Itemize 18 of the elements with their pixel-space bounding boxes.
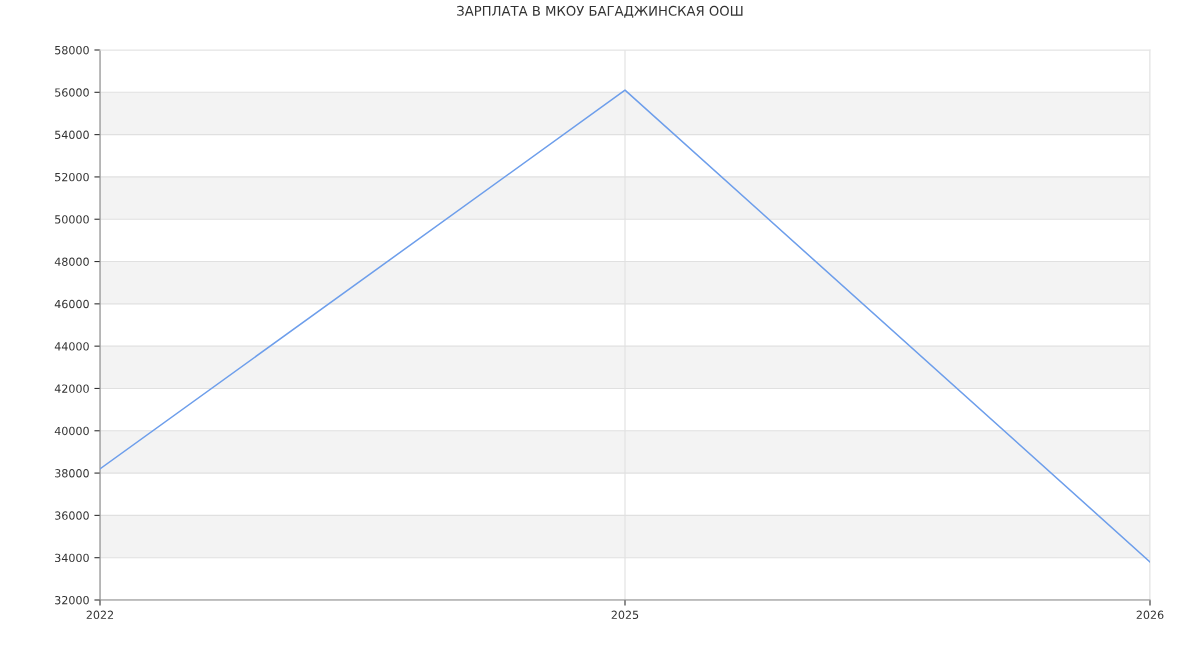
y-tick-label: 50000 [55, 215, 89, 224]
y-tick-label: 52000 [55, 172, 89, 182]
y-tick-label: 32000 [55, 595, 89, 605]
y-tick-label: 56000 [55, 88, 89, 97]
y-tick-label: 58000 [55, 45, 89, 55]
x-tick-label: 2025 [611, 610, 639, 620]
y-tick-label: 40000 [54, 426, 89, 436]
y-tick-label: 34000 [55, 553, 89, 563]
y-tick-label: 44000 [54, 342, 89, 351]
y-tick-label: 42000 [54, 384, 89, 393]
chart-title: ЗАРПЛАТА В МКОУ БАГАДЖИНСКАЯ ООШ [457, 5, 743, 18]
x-tick-label: 2026 [1136, 610, 1164, 620]
y-tick-label: 54000 [55, 130, 89, 139]
x-tick-label: 2022 [86, 610, 114, 620]
y-tick-label: 36000 [55, 511, 89, 520]
y-tick-label: 46000 [54, 299, 89, 309]
y-tick-label: 48000 [54, 257, 89, 266]
y-tick-label: 38000 [55, 469, 89, 478]
